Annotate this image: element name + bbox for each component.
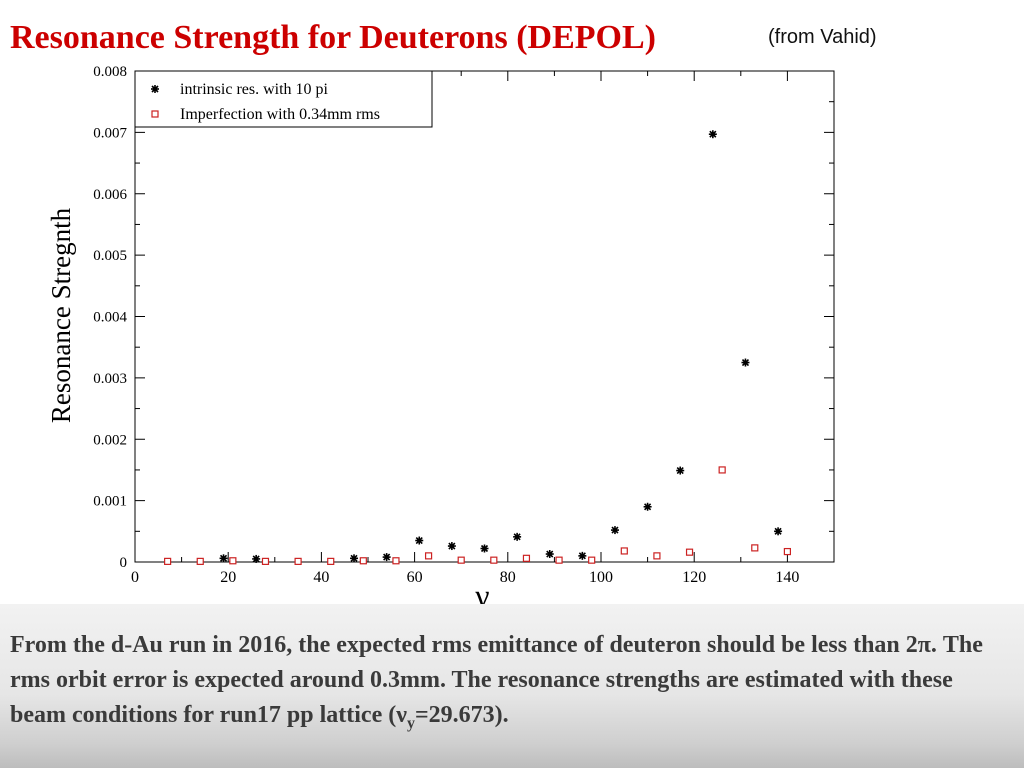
y-tick-label: 0.002 <box>93 432 127 448</box>
data-point-intrinsic <box>513 532 522 541</box>
data-point-imperfection <box>164 557 172 565</box>
legend-marker-intrinsic <box>151 85 159 93</box>
data-point-imperfection <box>783 547 792 556</box>
data-point-imperfection <box>620 547 628 555</box>
y-tick-label: 0.004 <box>93 310 127 326</box>
data-point-intrinsic <box>447 542 456 551</box>
data-point-intrinsic <box>350 554 359 563</box>
plot-frame <box>134 70 835 563</box>
data-point-intrinsic <box>643 502 652 511</box>
data-point-intrinsic <box>610 526 619 535</box>
data-point-intrinsic <box>545 550 554 559</box>
resonance-strength-chart: 0 0.001 0.002 0.003 0.004 0.005 0.006 0.007 0.00… <box>46 64 835 613</box>
data-point-imperfection <box>653 552 661 560</box>
data-point-intrinsic <box>480 544 489 553</box>
data-point-imperfection <box>359 557 367 565</box>
y-tick-label: 0.007 <box>93 125 127 141</box>
data-point-imperfection <box>424 552 433 560</box>
data-point-imperfection <box>490 556 498 564</box>
source-note: (from Vahid) <box>768 26 877 48</box>
x-tick-label: 60 <box>407 569 423 586</box>
data-point-intrinsic <box>578 551 587 560</box>
caption-area: From the d-Au run in 2016, the expected … <box>0 604 1024 768</box>
data-point-intrinsic <box>676 466 685 475</box>
data-point-intrinsic <box>774 527 783 536</box>
data-point-imperfection <box>718 466 726 474</box>
legend-label: Imperfection with 0.34mm rms <box>180 106 380 123</box>
caption-tail: =29.673). <box>414 702 509 728</box>
y-tick-label: 0.005 <box>93 248 127 264</box>
x-tick-label: 0 <box>131 569 139 586</box>
legend-label: intrinsic res. with 10 pi <box>180 81 329 98</box>
data-point-intrinsic <box>252 554 261 563</box>
caption-sub: y <box>406 714 415 732</box>
x-tick-label: 120 <box>682 569 706 586</box>
data-point-intrinsic <box>708 130 717 139</box>
data-point-imperfection <box>751 544 759 552</box>
data-point-intrinsic <box>741 358 750 367</box>
y-tick-label: 0.006 <box>93 187 127 203</box>
legend-marker-imperfection <box>151 110 159 118</box>
x-tick-label: 140 <box>775 569 799 586</box>
data-point-imperfection <box>522 554 531 562</box>
data-point-imperfection <box>588 556 596 564</box>
y-tick-label: 0.008 <box>93 64 127 80</box>
data-point-imperfection <box>294 557 302 565</box>
y-axis-label: Resonance Stregnth <box>46 207 76 423</box>
data-point-imperfection <box>685 548 694 556</box>
caption-body: From the d-Au run in 2016, the expected … <box>10 632 983 728</box>
y-tick-label: 0.001 <box>93 494 127 510</box>
data-point-imperfection <box>261 557 270 565</box>
data-point-intrinsic <box>219 554 228 563</box>
data-point-intrinsic <box>415 536 424 545</box>
data-point-imperfection <box>229 557 237 565</box>
data-point-imperfection <box>457 556 465 564</box>
data-point-intrinsic <box>382 553 391 562</box>
y-tick-label: 0 <box>120 555 128 571</box>
data-point-imperfection <box>327 557 335 565</box>
x-tick-label: 40 <box>313 569 329 586</box>
slide-title: Resonance Strength for Deuterons (DEPOL) <box>10 19 656 56</box>
legend-box <box>134 70 433 128</box>
data-point-imperfection <box>555 556 563 564</box>
data-point-imperfection <box>196 557 204 565</box>
caption-nu: ν <box>396 702 407 728</box>
data-point-imperfection <box>392 557 400 565</box>
x-tick-label: 20 <box>220 569 236 586</box>
x-tick-label: 80 <box>500 569 516 586</box>
caption-text: From the d-Au run in 2016, the expected … <box>10 628 1014 733</box>
y-tick-label: 0.003 <box>93 371 127 387</box>
x-tick-label: 100 <box>589 569 613 586</box>
chart-area: 0 0.001 0.002 0.003 0.004 0.005 0.006 0.007 0.00… <box>0 60 1024 620</box>
